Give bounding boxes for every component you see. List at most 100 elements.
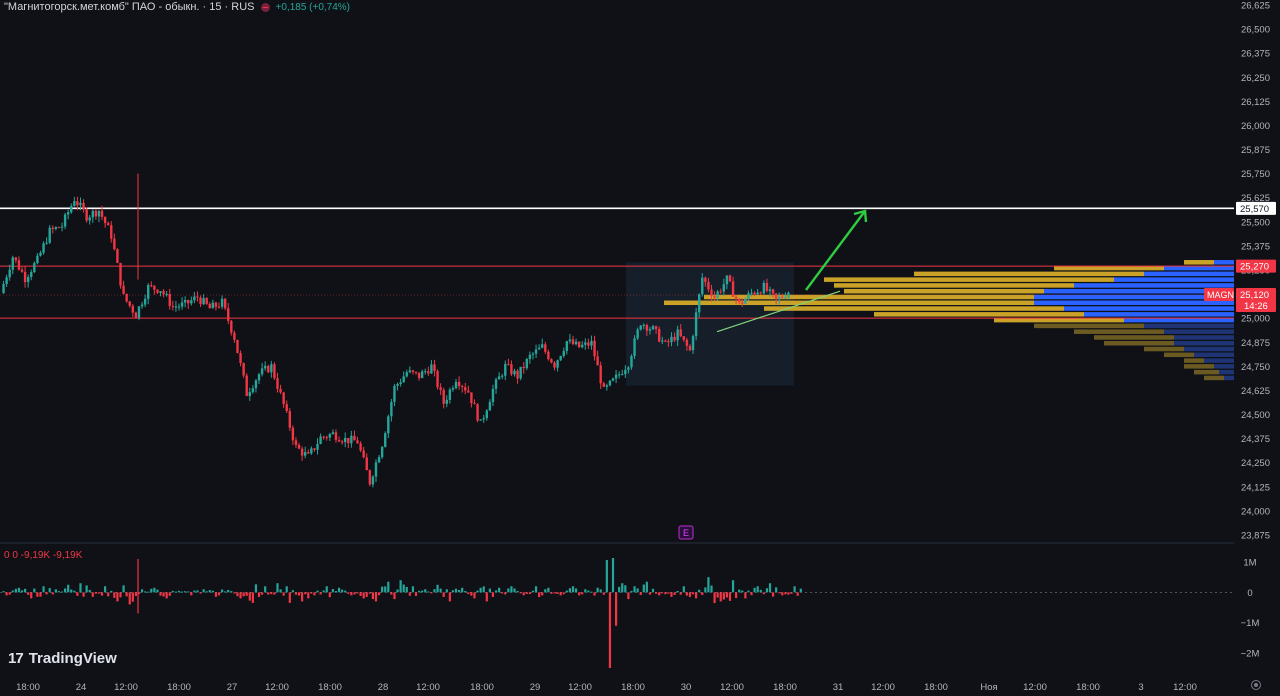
candle-body [110,225,113,239]
candle-body [510,364,513,375]
candle-body [217,306,221,308]
volume-profile-bar-down [1044,288,1234,294]
volume-delta-bar [107,592,110,597]
volume-delta-bar [356,592,359,594]
price-tick-label: 24,375 [1241,434,1270,445]
candle-body [319,436,322,444]
indicator-legend[interactable]: 0 0 -9,19K -9,19K [4,550,83,561]
candle-body [294,440,298,445]
volume-delta-bar [150,588,153,593]
volume-delta-bar [621,583,624,593]
volume-delta-bar [651,588,655,593]
time-tick-label: 12:00 [1023,682,1047,693]
earnings-marker-label: E [683,528,689,538]
candle-body [691,336,695,351]
volume-delta-bar [316,590,319,593]
candle-body [51,227,54,230]
volume-delta-bar [341,589,344,593]
volume-delta-bar [519,592,522,594]
candle-body [784,297,787,299]
price-tick-label: 25,375 [1241,241,1270,252]
candle-body [411,370,415,372]
volume-delta-bar [224,591,227,593]
volume-axis[interactable]: 1M 0 −1M −2M [1241,558,1260,660]
volume-profile-bar-up [824,277,1114,282]
volume-delta-bar [257,592,261,598]
candle-body [587,342,590,346]
volume-delta-bar [673,592,676,595]
candle-body [350,435,353,444]
volume-delta-bar [334,591,338,593]
candle-body [451,388,455,390]
candle-body [97,210,101,217]
volume-delta-bar [184,591,187,593]
candle-body [227,308,230,321]
earnings-marker[interactable]: E [678,525,694,540]
volume-delta-bar [42,586,45,593]
candle-body [119,262,122,286]
settings-icon[interactable] [1251,680,1261,690]
candle-body [473,403,476,405]
time-tick-label: 12:00 [265,682,289,693]
candle-body [310,448,313,454]
volume-delta-bar [790,592,793,594]
candle-body [599,365,602,384]
volume-delta-bar [242,592,245,597]
candle-body [448,389,452,400]
symbol-title[interactable]: "Магнитогорск.мет.комб" ПАО - обыкн. · 1… [4,1,255,13]
volume-profile-bar-down [1034,294,1234,300]
tradingview-mark-icon: 17 [8,650,24,667]
candle-body [405,372,408,377]
volume-delta-bar [479,587,482,593]
candle-body [79,202,82,206]
volume-delta-bar [679,592,682,595]
volume-tick-label: 1M [1243,558,1256,569]
volume-delta-bar [267,592,270,595]
volume-delta-bar [507,588,510,593]
trendline[interactable] [716,290,841,333]
volume-delta-bar [578,592,581,596]
tradingview-wordmark: TradingView [28,650,117,667]
candle-body [738,298,741,303]
volume-delta-bar [205,591,208,593]
volume-profile-bar-down [1144,323,1234,329]
candle-body [36,255,39,264]
candle-body [380,446,384,458]
level-tag-white: 25,570 [1240,204,1269,215]
candle-body [682,336,686,340]
candle-body [420,371,424,379]
volume-delta-bar [359,592,362,596]
volume-delta-bar [304,592,307,595]
volume-delta-bar [738,589,741,593]
volume-delta-bar [328,592,331,598]
price-tick-label: 25,875 [1241,145,1270,156]
candle-body [328,434,332,438]
horizontal-levels[interactable] [0,207,1234,319]
candle-body [664,340,667,342]
volume-profile-bar-up [874,312,1084,317]
time-axis[interactable]: 18:00 24 12:00 18:00 27 12:00 18:00 28 12:00 18:0… [16,682,1197,693]
tradingview-logo[interactable]: 17 TradingView [8,650,117,667]
candle-body [390,401,393,417]
volume-delta-bar [470,592,473,596]
volume-delta-bar [716,592,719,598]
volume-profile-bar-down [1174,335,1234,340]
volume-delta-bar [408,592,411,596]
candle-body [245,375,248,397]
candle-body [190,300,193,304]
volume-delta-bar [411,586,415,593]
volume-delta-bar [196,590,199,593]
volume-profile-bar-down [1084,312,1234,317]
projection-arrow[interactable] [805,209,868,291]
volume-profile-bar-up [844,288,1044,294]
volume-delta-bar [778,592,781,594]
volume-delta-bar [421,590,424,593]
volume-delta-bar [313,592,316,596]
consolidation-rectangle[interactable] [626,262,794,386]
earnings-marker-box[interactable] [678,525,694,540]
volume-delta-bar [762,592,765,595]
volume-delta-bar [245,592,248,596]
volume-delta-bar [544,589,547,593]
